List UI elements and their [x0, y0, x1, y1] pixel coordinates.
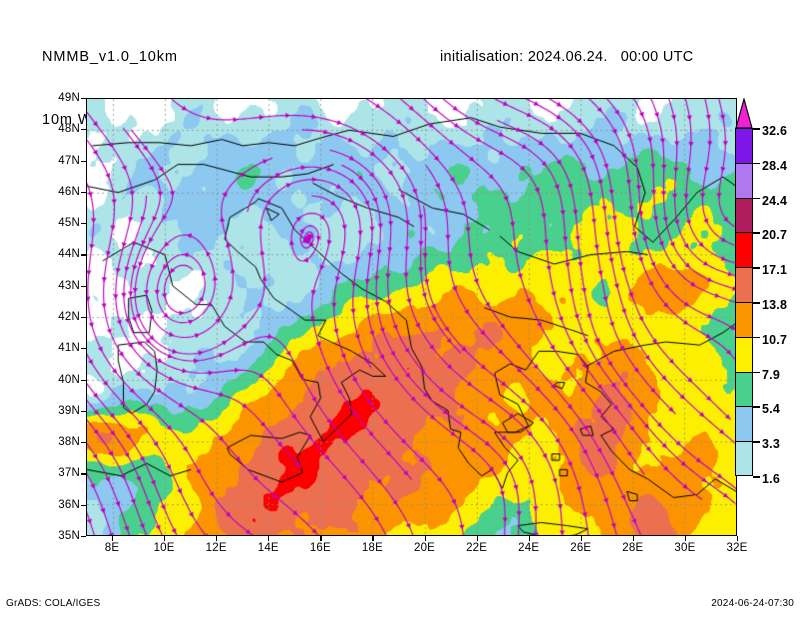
- x-axis-tick-label: 14E: [257, 542, 279, 554]
- x-axis-tick: [216, 536, 218, 541]
- y-axis-tick-label: 41N: [58, 342, 80, 355]
- colorbar-tick: [753, 371, 760, 374]
- y-axis-tick-label: 38N: [58, 436, 80, 449]
- colorbar-tick: [753, 128, 760, 130]
- x-axis-tick: [112, 536, 114, 541]
- y-axis-tick: [81, 348, 86, 350]
- y-axis-tick-label: 40N: [58, 373, 80, 386]
- map-plot-area: [86, 98, 737, 536]
- colorbar-band: [735, 441, 753, 476]
- x-axis-tick-label: 8E: [104, 542, 120, 554]
- x-axis-tick-label: 10E: [153, 542, 175, 554]
- colorbar-tick-label: 1.6: [762, 472, 780, 486]
- model-title: NMMB_v1.0_10km: [42, 49, 178, 65]
- colorbar-band: [735, 406, 753, 442]
- x-axis-tick-label: 12E: [205, 542, 227, 554]
- x-axis-tick: [737, 536, 739, 541]
- colorbar-tick-label: 5.4: [762, 402, 780, 417]
- render-timestamp: 2024-06-24-07:30: [711, 598, 794, 609]
- x-axis-tick: [372, 536, 374, 541]
- y-axis-tick-label: 36N: [58, 498, 80, 511]
- colorbar-band: [735, 267, 753, 302]
- x-axis-tick: [424, 536, 426, 541]
- x-axis-tick: [684, 536, 687, 541]
- y-axis-tick: [81, 536, 86, 538]
- y-axis-tick-label: 37N: [58, 467, 80, 480]
- y-axis-tick: [81, 504, 86, 506]
- initialisation-time: initialisation: 2024.06.24. 00:00 UTC: [440, 49, 694, 65]
- x-axis-tick-label: 26E: [570, 542, 592, 554]
- colorbar-tick: [753, 336, 760, 339]
- y-axis-tick: [81, 98, 86, 100]
- x-axis-tick: [320, 536, 322, 541]
- x-axis-tick: [528, 536, 530, 541]
- y-axis-tick: [81, 254, 86, 256]
- colorbar-tick: [753, 162, 760, 165]
- y-axis-tick: [81, 410, 86, 413]
- x-axis-tick-label: 22E: [466, 542, 488, 554]
- colorbar-tick-label: 13.8: [762, 298, 788, 312]
- colorbar-band: [735, 336, 753, 372]
- colorbar-band: [735, 302, 753, 337]
- x-axis-tick-label: 18E: [361, 542, 383, 554]
- x-axis-tick-label: 24E: [518, 542, 540, 554]
- colorbar-tick: [753, 406, 760, 408]
- y-axis-tick-label: 47N: [58, 154, 80, 167]
- colorbar-tick: [753, 441, 760, 443]
- y-axis-tick: [81, 191, 86, 194]
- colorbar-tick: [753, 232, 760, 234]
- x-axis-tick: [580, 536, 582, 541]
- colorbar-tick-label: 7.9: [762, 367, 780, 382]
- colorbar-tick-label: 20.7: [762, 228, 788, 243]
- y-axis-tick-label: 44N: [58, 248, 80, 261]
- colorbar-tick-label: 17.1: [762, 263, 788, 278]
- y-axis-tick-label: 49N: [58, 92, 80, 104]
- x-axis-tick: [632, 536, 635, 541]
- y-axis-tick: [81, 129, 86, 131]
- grads-credit: GrADS: COLA/IGES: [6, 598, 101, 609]
- y-axis-tick-label: 48N: [58, 123, 80, 136]
- y-axis-tick: [81, 317, 86, 319]
- colorbar-tick-label: 28.4: [762, 158, 788, 173]
- y-axis-tick-label: 45N: [58, 217, 80, 230]
- colorbar-tick-label: 32.6: [762, 124, 788, 138]
- colorbar-tick: [753, 267, 760, 269]
- colorbar-band: [735, 128, 753, 163]
- colorbar-band: [735, 162, 753, 198]
- y-axis-tick-label: 39N: [58, 404, 80, 417]
- colorbar-band: [735, 371, 753, 407]
- y-axis-tick: [81, 160, 86, 162]
- colorbar-band: [735, 232, 753, 268]
- y-axis-tick: [81, 442, 86, 444]
- colorbar-tick-label: 24.4: [762, 193, 788, 208]
- y-axis-tick-label: 46N: [58, 185, 80, 198]
- y-axis-tick-label: 35N: [58, 530, 80, 542]
- colorbar-tick: [753, 197, 760, 200]
- streamline-overlay-canvas: [87, 99, 736, 535]
- y-axis-tick-label: 42N: [58, 311, 80, 323]
- colorbar: [735, 98, 753, 476]
- x-axis-tick: [164, 536, 166, 541]
- colorbar-tick: [753, 476, 760, 478]
- x-axis-tick-label: 32E: [726, 542, 748, 554]
- y-axis-tick: [81, 379, 86, 381]
- x-axis-tick-label: 20E: [413, 542, 436, 554]
- colorbar-tick-label: 10.7: [762, 332, 788, 347]
- colorbar-tick: [753, 302, 760, 304]
- y-axis-tick-label: 43N: [58, 279, 80, 292]
- x-axis-tick-label: 28E: [622, 542, 644, 554]
- x-axis-tick: [476, 536, 478, 541]
- y-axis-tick: [81, 285, 86, 287]
- colorbar-band: [735, 197, 753, 233]
- y-axis-tick: [81, 473, 86, 475]
- x-axis-tick-label: 30E: [674, 542, 696, 554]
- x-axis-tick: [268, 536, 270, 541]
- y-axis-tick: [81, 223, 86, 225]
- x-axis-tick-label: 16E: [309, 542, 331, 554]
- colorbar-tick-label: 3.3: [762, 437, 780, 452]
